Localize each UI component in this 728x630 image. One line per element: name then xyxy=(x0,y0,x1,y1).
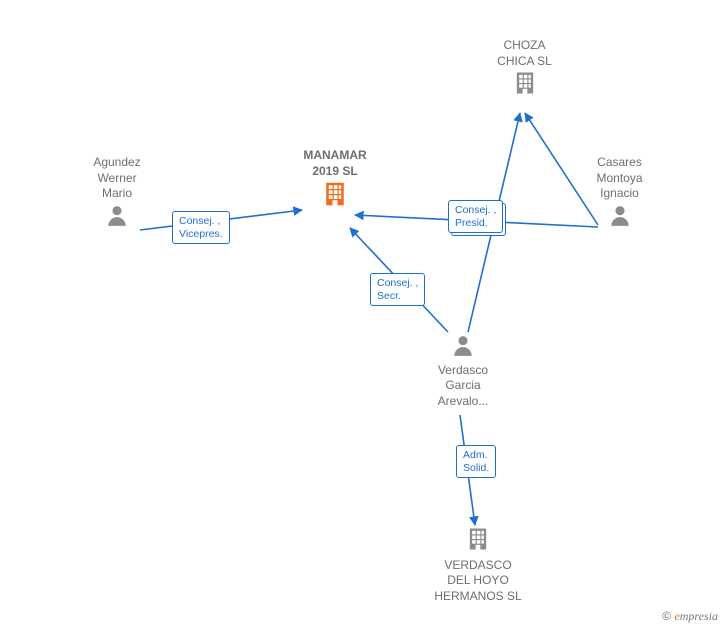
node-label: MANAMAR 2019 SL xyxy=(290,148,380,179)
building-icon xyxy=(511,69,539,102)
person-icon xyxy=(450,332,476,363)
node-verdasco-person[interactable]: Verdasco Garcia Arevalo... xyxy=(423,332,503,409)
brand-rest: mpresia xyxy=(680,609,718,623)
diagram-canvas: MANAMAR 2019 SL Agundez Werner Mario CHO… xyxy=(0,0,728,630)
node-label: CHOZA CHICA SL xyxy=(487,38,562,69)
person-icon xyxy=(607,202,633,233)
node-agundez[interactable]: Agundez Werner Mario xyxy=(82,155,152,232)
node-label: Casares Montoya Ignacio xyxy=(582,155,657,202)
node-label: Verdasco Garcia Arevalo... xyxy=(423,363,503,410)
building-icon xyxy=(320,179,350,214)
edge-label-presid[interactable]: Consej. , Presid. xyxy=(448,200,503,233)
node-casares[interactable]: Casares Montoya Ignacio xyxy=(582,155,657,232)
copyright-symbol: © xyxy=(662,609,671,623)
node-label: VERDASCO DEL HOYO HERMANOS SL xyxy=(423,558,533,605)
building-icon xyxy=(464,525,492,558)
footer-credit: © empresia xyxy=(662,609,718,624)
node-manamar[interactable]: MANAMAR 2019 SL xyxy=(290,148,380,214)
node-label: Agundez Werner Mario xyxy=(82,155,152,202)
edge-label-vicepres[interactable]: Consej. , Vicepres. xyxy=(172,211,230,244)
edges-layer xyxy=(0,0,728,630)
node-choza[interactable]: CHOZA CHICA SL xyxy=(487,38,562,102)
person-icon xyxy=(104,202,130,233)
edge-label-secr[interactable]: Consej. , Secr. xyxy=(370,273,425,306)
node-verdasco-company[interactable]: VERDASCO DEL HOYO HERMANOS SL xyxy=(423,525,533,604)
edge-label-admsolid[interactable]: Adm. Solid. xyxy=(456,445,496,478)
